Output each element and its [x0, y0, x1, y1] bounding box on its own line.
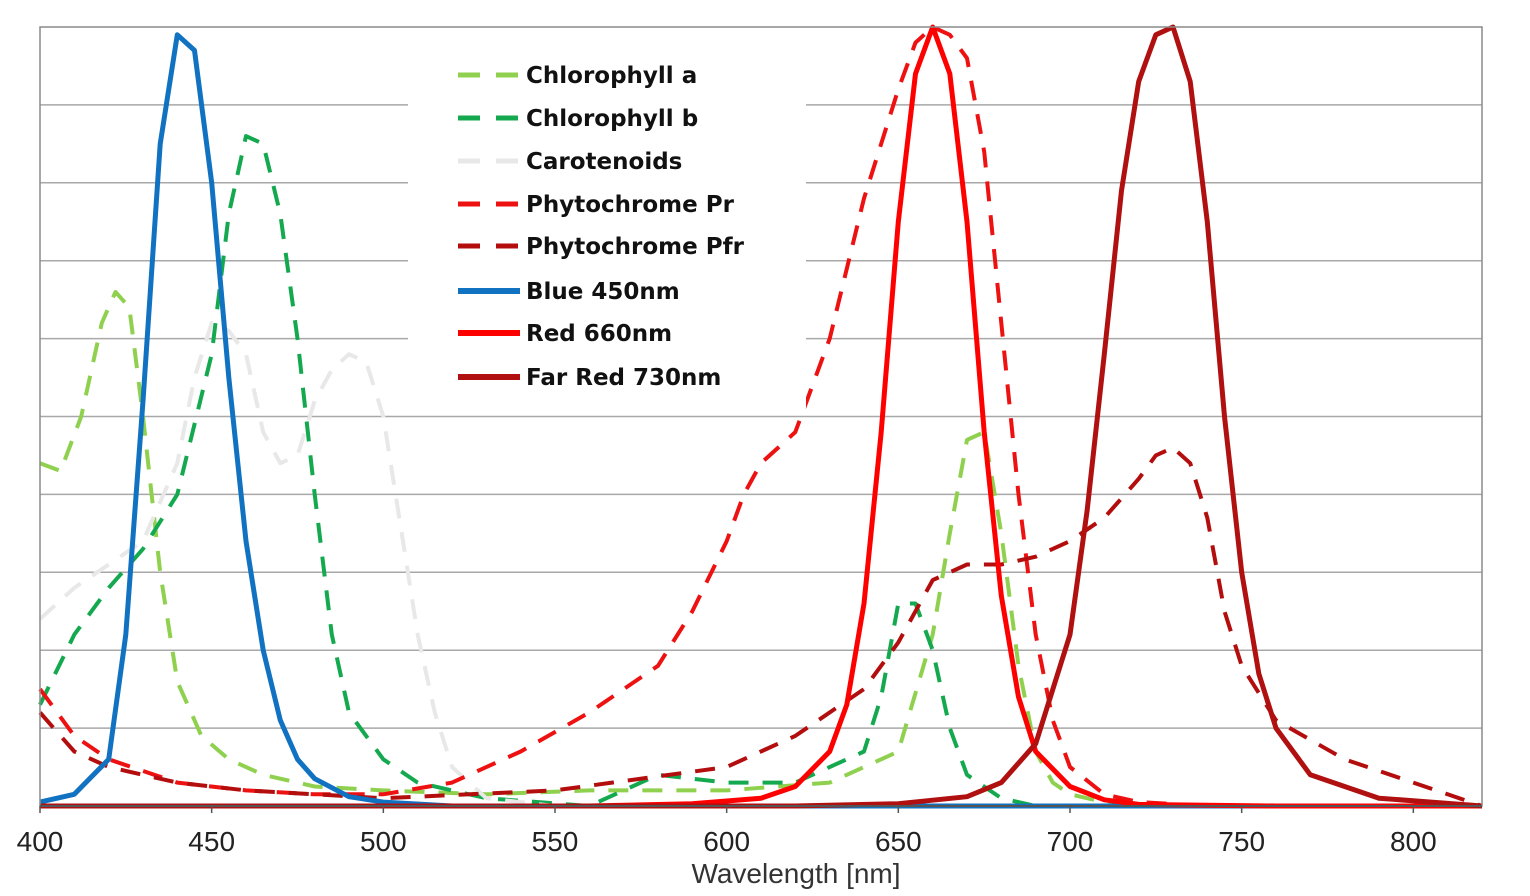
legend-label: Chlorophyll b — [526, 106, 698, 132]
x-tick-label: 800 — [1390, 826, 1437, 857]
series-line-blue-450nm — [39, 32, 1482, 809]
x-tick-label: 450 — [188, 826, 235, 857]
x-tick-label: 600 — [703, 826, 750, 857]
legend-label: Phytochrome Pr — [526, 192, 735, 218]
x-tick-label: 550 — [532, 826, 579, 857]
legend-label: Chlorophyll a — [526, 63, 697, 89]
legend-label: Carotenoids — [526, 149, 682, 175]
legend-label: Far Red 730nm — [526, 365, 721, 391]
legend: Chlorophyll a Chlorophyll b Carotenoids Phy… — [408, 48, 806, 408]
legend-label: Red 660nm — [526, 321, 672, 347]
x-tick-label: 500 — [360, 826, 407, 857]
x-tick-label: 750 — [1218, 826, 1265, 857]
series-line-chlorophyll-b — [38, 134, 1414, 808]
series-line-carotenoids — [38, 321, 556, 808]
series-line-phytochrome-pfr — [38, 445, 1483, 808]
x-axis-title: Wavelength [nm] — [691, 858, 900, 889]
legend-label: Blue 450nm — [526, 279, 680, 305]
x-tick-label: 650 — [875, 826, 922, 857]
legend-box — [408, 48, 806, 408]
x-tick-label: 400 — [17, 826, 64, 857]
axis-labels: Wavelength [nm] — [691, 858, 900, 889]
series-line-phytochrome-pr — [38, 25, 1414, 808]
legend-label: Phytochrome Pfr — [526, 234, 745, 260]
axes: 400 450 500 550 600 650 700 750 800 — [17, 26, 1483, 857]
series-line-far-red-730nm — [40, 24, 1483, 809]
x-tick-label: 700 — [1047, 826, 1094, 857]
